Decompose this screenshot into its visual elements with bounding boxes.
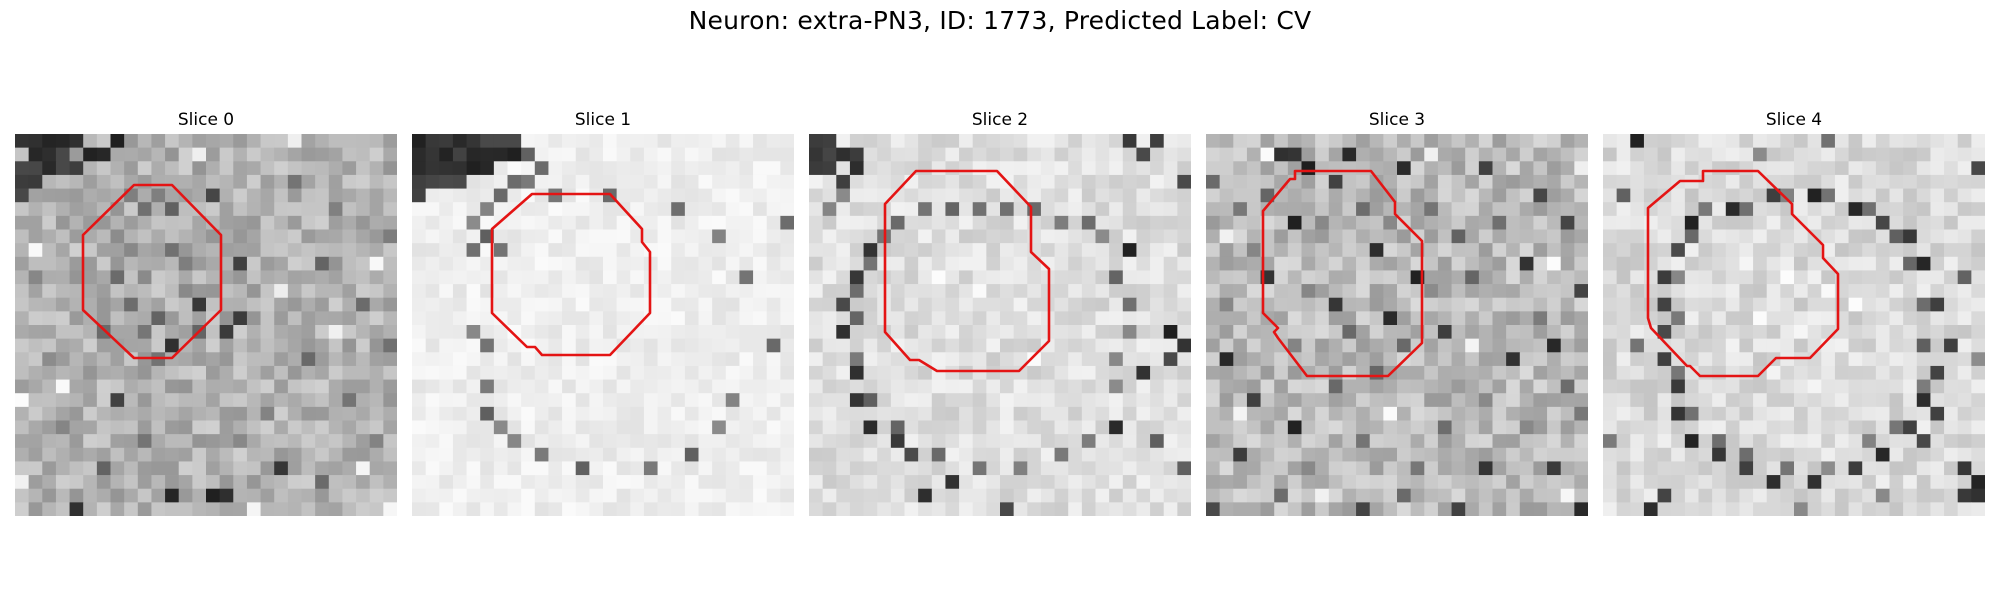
slice-panel-1: Slice 1 (412, 108, 794, 516)
roi-contour (883, 169, 1051, 373)
slice-title: Slice 2 (971, 110, 1029, 130)
slice-title: Slice 0 (177, 110, 235, 130)
roi-contour (81, 183, 223, 360)
slice-panel-4: Slice 4 (1603, 108, 1985, 516)
slice-panel-3: Slice 3 (1206, 108, 1588, 516)
slice-title: Slice 3 (1368, 110, 1426, 130)
slice-image (15, 134, 397, 516)
slice-image (1206, 134, 1588, 516)
slice-panel-0: Slice 0 (15, 108, 397, 516)
roi-contour (1261, 169, 1424, 378)
slice-image (1603, 134, 1985, 516)
slice-title: Slice 4 (1765, 110, 1823, 130)
slice-image (809, 134, 1191, 516)
slice-title: Slice 1 (574, 110, 632, 130)
figure-title: Neuron: extra-PN3, ID: 1773, Predicted L… (688, 6, 1312, 35)
slice-panel-2: Slice 2 (809, 108, 1191, 516)
slice-image (412, 134, 794, 516)
roi-contour (490, 192, 652, 357)
roi-contour (1646, 169, 1840, 378)
